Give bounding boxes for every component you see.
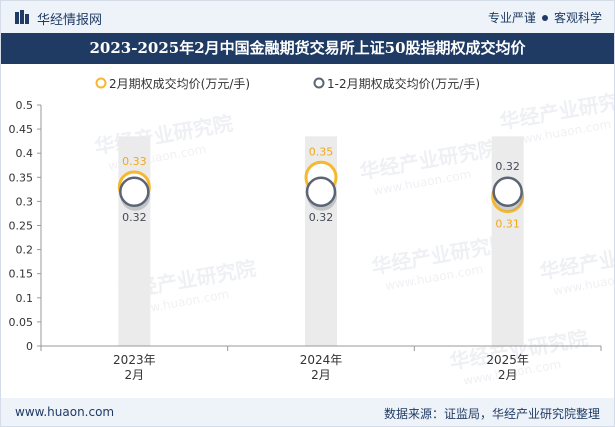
brand-name: 华经情报网 <box>37 13 103 28</box>
slogan-tags: 专业严谨 客观科学 <box>488 9 602 26</box>
slogan-objective: 客观科学 <box>553 11 602 25</box>
y-tick-label: 0.1 <box>16 292 34 305</box>
category-band <box>491 136 524 346</box>
series-1-data-label: 0.35 <box>309 145 334 158</box>
series-2-data-label: 0.32 <box>309 211 334 224</box>
top-bar: 华经情报网 专业严谨 客观科学 <box>1 1 614 33</box>
y-tick-label: 0.2 <box>16 244 34 257</box>
series-2-data-label: 0.32 <box>495 160 520 173</box>
x-tick-label-year: 2023年 <box>113 353 156 367</box>
legend-marker-1 <box>95 77 107 89</box>
series-1-data-label: 0.31 <box>495 218 520 231</box>
x-tick-label-month: 2月 <box>498 368 518 382</box>
slogan-professional: 专业严谨 <box>487 11 536 25</box>
x-tick-label-year: 2025年 <box>486 353 529 367</box>
footer-source: 数据来源：证监局，华经产业研究院整理 <box>383 407 600 421</box>
series-2-point <box>119 176 150 208</box>
y-tick-label: 0.3 <box>16 195 34 208</box>
y-axis: 0 0.05 0.1 0.15 0.2 0.25 0.3 0.35 0.4 0.45 0.5 <box>9 99 42 353</box>
separator-dot-icon <box>541 14 548 21</box>
series-2-point <box>305 176 337 208</box>
y-tick-label: 0.45 <box>9 123 34 136</box>
y-tick-label: 0.25 <box>9 220 34 233</box>
footer-bar: www.huaon.com 数据来源：证监局，华经产业研究院整理 <box>1 398 614 426</box>
x-tick-label-year: 2024年 <box>300 353 343 367</box>
series-1-data-label: 0.33 <box>122 155 147 168</box>
y-tick-label: 0 <box>26 340 33 353</box>
legend: 2月期权成交均价(万元/手) 1-2月期权成交均价(万元/手) <box>95 76 480 91</box>
legend-label-1: 2月期权成交均价(万元/手) <box>109 76 250 91</box>
legend-label-2: 1-2月期权成交均价(万元/手) <box>327 76 480 91</box>
x-tick-label-month: 2月 <box>125 368 145 382</box>
y-tick-label: 0.5 <box>16 99 34 112</box>
chart-title: 2023-2025年2月中国金融期货交易所上证50股指期权成交均价 <box>1 33 614 64</box>
legend-marker-2 <box>313 77 325 89</box>
y-tick-label: 0.15 <box>9 268 34 281</box>
x-tick-label-month: 2月 <box>311 368 331 382</box>
series-2-point <box>492 176 523 208</box>
footer-site: www.huaon.com <box>15 405 115 419</box>
series-2-points <box>119 176 524 211</box>
huajing-logo-icon <box>15 10 29 24</box>
series-2-data-label: 0.32 <box>122 211 147 224</box>
y-tick-label: 0.35 <box>9 171 34 184</box>
y-tick-label: 0.4 <box>16 147 34 160</box>
y-tick-label: 0.05 <box>9 316 34 329</box>
